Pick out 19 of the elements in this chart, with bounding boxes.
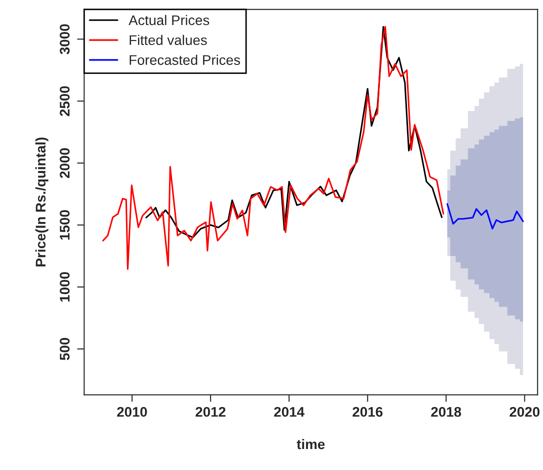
x-tick-label: 2010 [117, 406, 147, 417]
x-tick-label: 2016 [352, 406, 383, 417]
x-tick-label: 2018 [431, 406, 462, 417]
y-tick-label: 2500 [60, 86, 70, 116]
y-tick-label: 500 [60, 338, 70, 360]
line-series [446, 203, 524, 230]
legend-label: Fitted values [130, 34, 207, 46]
line-series [102, 26, 444, 270]
y-tick-label: 1500 [60, 210, 70, 240]
x-tick-label: 2020 [510, 406, 540, 417]
x-tick-label: 2014 [274, 406, 304, 417]
y-tick-label: 3000 [60, 24, 70, 54]
y-tick-label: 2000 [60, 148, 70, 178]
x-axis-title: time [296, 438, 325, 450]
x-tick-label: 2012 [196, 406, 226, 417]
y-tick-label: 1000 [60, 272, 70, 302]
legend-label: Actual Prices [128, 14, 210, 26]
legend-label: Forecasted Prices [130, 54, 240, 65]
y-axis-title: Price(In Rs./quintal) [35, 138, 48, 266]
